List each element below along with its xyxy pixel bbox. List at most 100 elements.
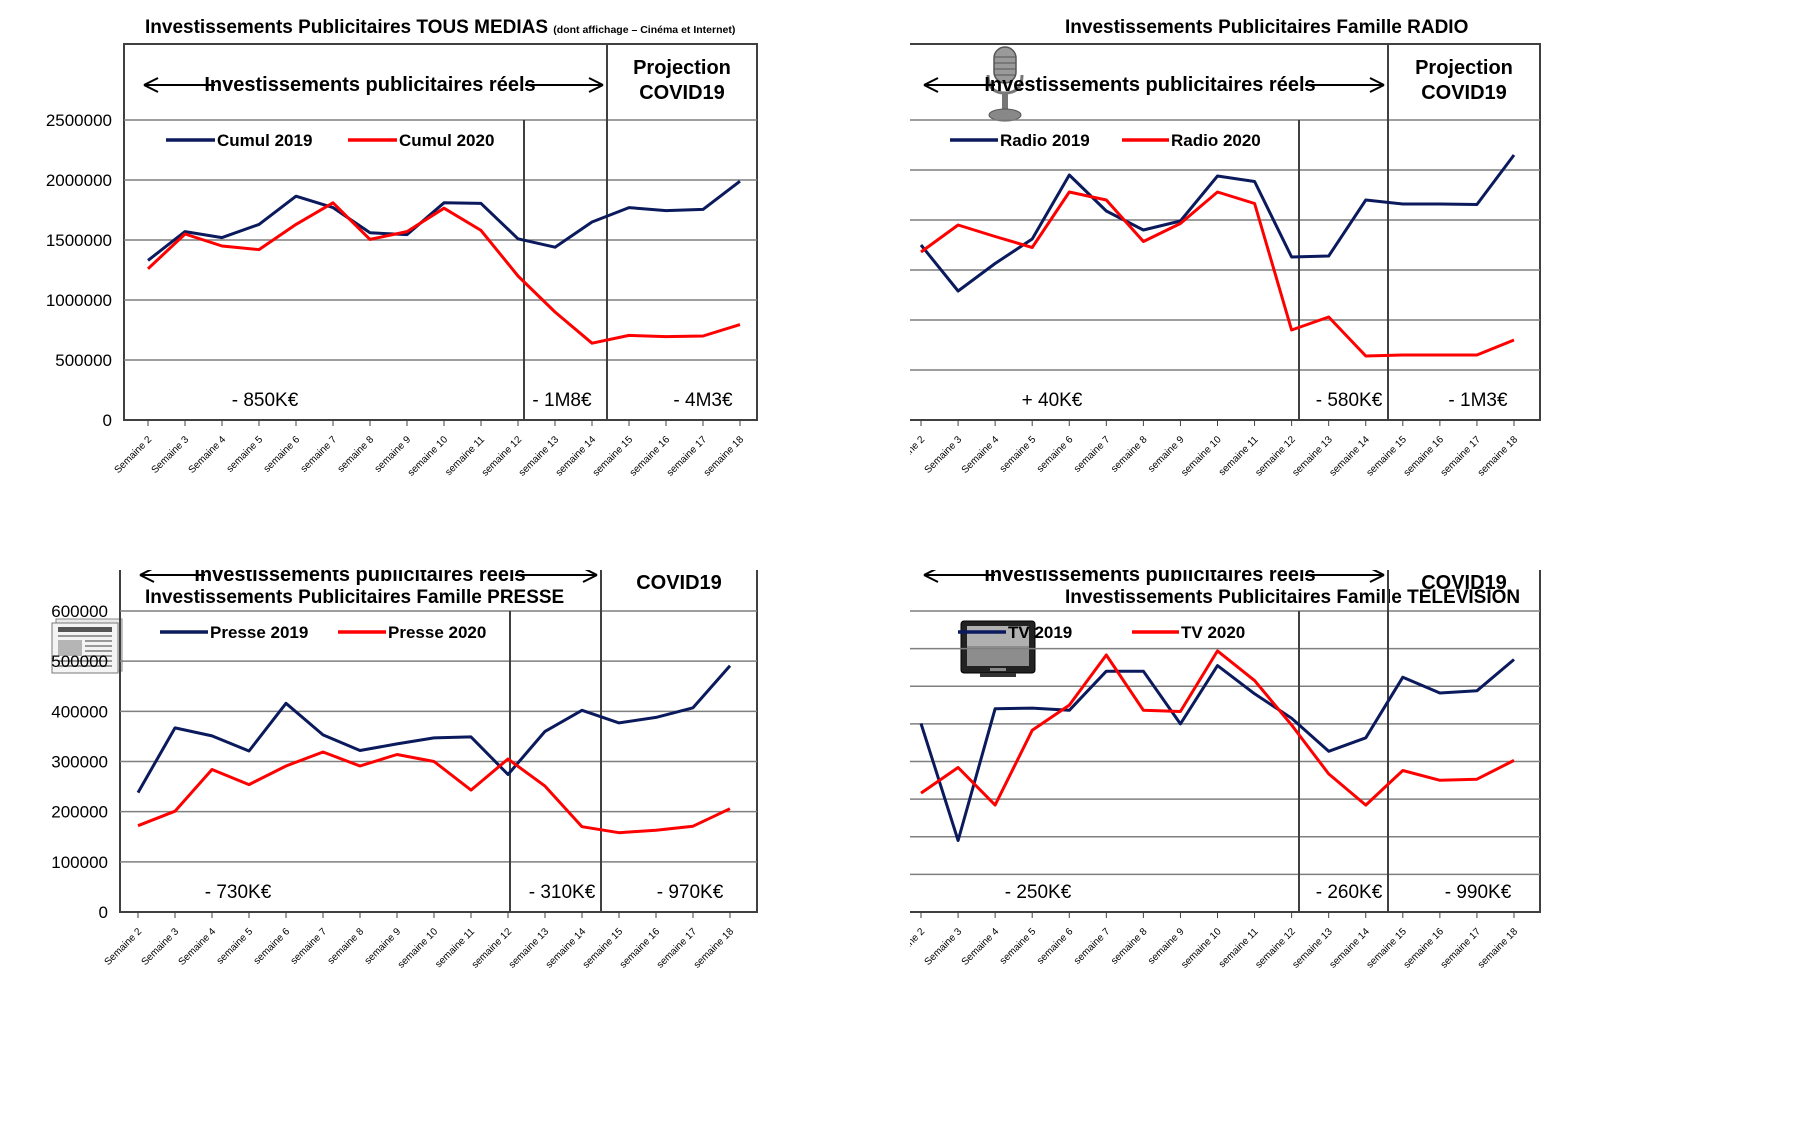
x-tick-label: semaine 7	[299, 434, 340, 475]
series-line-2019	[919, 658, 1515, 842]
x-tick-label: Semaine 4	[960, 434, 1002, 476]
right-arrowhead	[582, 570, 598, 583]
right-arrowhead	[1369, 77, 1385, 93]
chart-panel-tv: Investissements Publicitaires Famille TE…	[910, 570, 1820, 1140]
x-tick-label: semaine 7	[1072, 926, 1113, 967]
y-tick-label: 200000	[51, 803, 108, 822]
plot-frame	[119, 570, 758, 913]
annotation-label: - 580K€	[1316, 390, 1383, 411]
legend-label: Radio 2020	[1171, 131, 1261, 150]
y-tick-label: 500000	[55, 351, 112, 370]
plot-frame	[910, 43, 1541, 421]
y-tick-label: 0	[99, 903, 108, 922]
annotation-label: - 970K€	[657, 882, 724, 903]
plot-frame	[123, 43, 758, 421]
header-projection-label: Projection	[633, 57, 731, 79]
header-reels-label: Investissements publicitaires réels	[984, 570, 1315, 586]
chart-svg: 0100000200000300000400000500000600000700…	[910, 570, 1541, 971]
annotation-label: + 40K€	[1022, 390, 1083, 411]
x-tick-label: Semaine 3	[923, 434, 965, 476]
chart-svg: 0 500000 1000000 1500000 2000000 2500000 Semai…	[46, 43, 758, 479]
x-tick-label: semaine 6	[252, 926, 293, 967]
header-projection-label: COVID19	[636, 572, 722, 594]
series-line-2020	[920, 190, 1515, 358]
x-tick-label: semaine 7	[289, 926, 330, 967]
chart-svg: 0100000200000300000400000500000600000Sem…	[910, 43, 1541, 479]
x-tick-label: Semaine 2	[103, 926, 145, 968]
chart-title-note: (dont affichage – Cinéma et Internet)	[553, 24, 736, 36]
x-tick-label: semaine 5	[215, 926, 256, 967]
left-arrowhead	[139, 570, 155, 583]
legend-label: Cumul 2019	[217, 131, 312, 150]
x-tick-label: semaine 8	[1109, 434, 1150, 475]
chart-panel-radio: Investissements Publicitaires Famille RA…	[910, 0, 1820, 570]
x-tick-label: Semaine 3	[923, 926, 965, 968]
legend-label: TV 2019	[1008, 623, 1072, 642]
x-tick-label: Semaine 3	[140, 926, 182, 968]
y-tick-label: 0	[103, 411, 112, 430]
annotation-label: - 990K€	[1445, 882, 1512, 903]
x-tick-label: Semaine 4	[960, 926, 1002, 968]
x-tick-label: Semaine 4	[187, 434, 229, 476]
x-tick-label: semaine 7	[1072, 434, 1113, 475]
x-tick-label: semaine 8	[326, 926, 367, 967]
header-projection-label: Projection	[1415, 57, 1513, 79]
y-tick-label: 2000000	[46, 171, 112, 190]
legend-label: Presse 2019	[210, 623, 308, 642]
x-tick-label: semaine 18	[692, 926, 737, 971]
left-arrowhead	[923, 77, 939, 93]
x-tick-label: semaine 6	[1035, 434, 1076, 475]
annotation-label: - 4M3€	[673, 390, 733, 411]
annotation-label: - 250K€	[1005, 882, 1072, 903]
annotation-label: - 730K€	[205, 882, 272, 903]
left-arrowhead	[923, 570, 939, 583]
legend-label: Cumul 2020	[399, 131, 494, 150]
y-tick-label: 100000	[51, 853, 108, 872]
legend-label: TV 2020	[1181, 623, 1245, 642]
y-tick-label: 400000	[51, 702, 108, 721]
left-arrowhead	[143, 77, 159, 93]
x-tick-label: semaine 5	[225, 434, 266, 475]
annotation-label: - 850K€	[232, 390, 299, 411]
annotation-label: - 310K€	[529, 882, 596, 903]
header-reels-label: Investissements publicitaires réels	[204, 74, 535, 96]
x-tick-label: Semaine 3	[150, 434, 192, 476]
legend-label: Presse 2020	[388, 623, 486, 642]
chart-panel-presse: Investissements Publicitaires Famille PR…	[0, 570, 910, 1140]
y-tick-label: 1000000	[46, 291, 112, 310]
y-tick-label: 2500000	[46, 111, 112, 130]
x-tick-label: semaine 8	[1109, 926, 1150, 967]
x-tick-label: semaine 6	[1035, 926, 1076, 967]
header-reels-label: Investissements publicitaires réels	[194, 570, 525, 586]
y-tick-label: 600000	[51, 602, 108, 621]
chart-svg: 0 100000 200000 300000 400000 500000 600000 Sem…	[51, 570, 758, 971]
chart-title: Investissements Publicitaires Famille TE…	[1065, 587, 1521, 608]
x-tick-label: Semaine 4	[177, 926, 219, 968]
y-tick-label: 300000	[51, 753, 108, 772]
right-arrowhead	[588, 77, 604, 93]
y-tick-label: 1500000	[46, 231, 112, 250]
y-tick-label: 500000	[51, 652, 108, 671]
annotation-label: - 1M8€	[532, 390, 592, 411]
plot-frame	[910, 570, 1541, 913]
x-tick-label: semaine 6	[262, 434, 303, 475]
series-line-2019	[136, 664, 732, 794]
legend-label: Radio 2019	[1000, 131, 1090, 150]
x-tick-label: semaine 18	[1476, 926, 1521, 971]
chart-panel-tous: Investissements Publicitaires TOUS MEDIA…	[0, 0, 910, 570]
header-projection-label: COVID19	[639, 82, 725, 104]
series-line-2020	[137, 750, 731, 835]
series-line-2019	[919, 154, 1516, 293]
header-reels-label: Investissements publicitaires réels	[984, 74, 1315, 96]
header-projection-label: COVID19	[1421, 572, 1507, 594]
right-arrowhead	[1369, 570, 1385, 583]
series-line-2020	[146, 201, 741, 345]
annotation-label: - 1M3€	[1448, 390, 1508, 411]
annotation-label: - 260K€	[1316, 882, 1383, 903]
x-tick-label: semaine 18	[1476, 434, 1521, 479]
chart-title: Investissements Publicitaires TOUS MEDIA…	[145, 17, 736, 38]
x-tick-label: semaine 8	[336, 434, 377, 475]
x-tick-label: semaine 5	[998, 926, 1039, 967]
x-tick-label: semaine 5	[998, 434, 1039, 475]
x-tick-label: Semaine 2	[113, 434, 155, 476]
